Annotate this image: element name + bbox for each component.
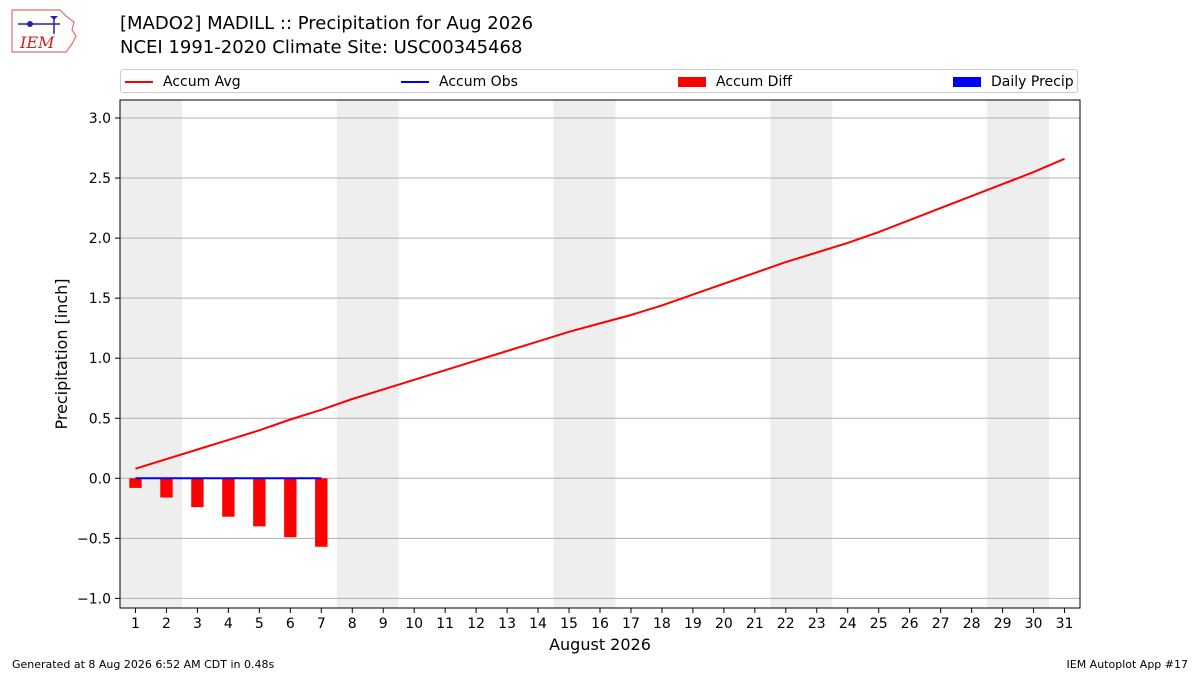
legend-swatch-accum-obs <box>401 81 429 83</box>
weekend-band-2 <box>553 100 616 608</box>
x-tick-label: 1 <box>131 616 140 632</box>
logo-text: IEM <box>19 33 55 52</box>
y-tick-label: 3.0 <box>89 111 111 127</box>
accum-diff-bar-6 <box>284 478 297 538</box>
x-tick-label: 6 <box>286 616 295 632</box>
y-gridlines <box>120 117 1080 599</box>
x-tick-label: 19 <box>684 616 702 632</box>
legend-swatch-daily-precip <box>953 77 981 87</box>
accum-diff-bar-2 <box>160 478 173 498</box>
x-tick-label: 28 <box>963 616 981 632</box>
legend-swatch-accum-avg <box>125 81 153 83</box>
x-tick-label: 2 <box>162 616 171 632</box>
x-tick-label: 9 <box>379 616 388 632</box>
x-tick-label: 10 <box>405 616 423 632</box>
y-tick-label: 0.0 <box>89 471 111 487</box>
x-tick-label: 18 <box>653 616 671 632</box>
x-tick-label: 16 <box>591 616 609 632</box>
legend-item-accum-diff: Accum Diff <box>678 73 792 91</box>
legend: Accum Avg Accum Obs Accum Diff Daily Pre… <box>120 69 1078 93</box>
iem-logo: IEM <box>11 9 77 53</box>
legend-label-accum-diff: Accum Diff <box>716 74 793 90</box>
accum-diff-bar-4 <box>222 478 235 517</box>
footer-generated: Generated at 8 Aug 2026 6:52 AM CDT in 0… <box>12 658 275 671</box>
x-tick-label: 7 <box>317 616 326 632</box>
legend-item-daily-precip: Daily Precip <box>953 73 1074 91</box>
weekend-band-4 <box>987 100 1050 608</box>
chart-title: [MADO2] MADILL :: Precipitation for Aug … <box>120 13 534 34</box>
x-tick-label: 24 <box>839 616 857 632</box>
legend-label-daily-precip: Daily Precip <box>991 74 1074 90</box>
legend-item-accum-obs: Accum Obs <box>401 73 518 91</box>
legend-swatch-accum-diff <box>678 77 706 87</box>
x-tick-label: 22 <box>777 616 795 632</box>
accum-diff-bar-1 <box>129 478 142 488</box>
x-axis-label: August 2026 <box>549 635 651 654</box>
y-tick-label: −0.5 <box>77 531 111 547</box>
x-tick-label: 25 <box>870 616 888 632</box>
y-tick-label: 2.0 <box>89 231 111 247</box>
x-tick-label: 8 <box>348 616 357 632</box>
x-tick-label: 12 <box>467 616 485 632</box>
chart-subtitle: NCEI 1991-2020 Climate Site: USC00345468 <box>120 37 523 58</box>
series-lines <box>135 157 1065 480</box>
x-tick-label: 30 <box>1025 616 1043 632</box>
x-tick-label: 29 <box>994 616 1012 632</box>
x-tick-label: 23 <box>808 616 826 632</box>
accum-diff-bar-5 <box>253 478 266 527</box>
legend-item-accum-avg: Accum Avg <box>125 73 241 91</box>
accum-diff-bars <box>129 478 328 547</box>
x-tick-label: 5 <box>255 616 264 632</box>
x-tick-label: 4 <box>224 616 233 632</box>
footer-app: IEM Autoplot App #17 <box>1066 658 1189 671</box>
y-tick-label: 1.5 <box>89 291 111 307</box>
x-tick-label: 20 <box>715 616 733 632</box>
y-axis-label: Precipitation [inch] <box>52 278 71 429</box>
accum-avg-line <box>135 157 1065 470</box>
accum-diff-bar-3 <box>191 478 204 508</box>
legend-label-accum-obs: Accum Obs <box>439 74 518 90</box>
plot-frame <box>119 99 1081 609</box>
x-tick-label: 3 <box>193 616 202 632</box>
accum-diff-bar-7 <box>315 478 328 547</box>
x-tick-label: 21 <box>746 616 764 632</box>
weekend-shading <box>120 100 1050 608</box>
legend-label-accum-avg: Accum Avg <box>163 74 241 90</box>
x-tick-label: 31 <box>1056 616 1074 632</box>
y-tick-label: −1.0 <box>77 591 111 607</box>
weekend-band-1 <box>336 100 399 608</box>
x-tick-label: 26 <box>901 616 919 632</box>
y-tick-label: 2.5 <box>89 171 111 187</box>
weekend-band-0 <box>120 100 182 608</box>
x-tick-label: 15 <box>560 616 578 632</box>
x-tick-label: 27 <box>932 616 950 632</box>
weekend-band-3 <box>770 100 833 608</box>
x-tick-label: 11 <box>436 616 454 632</box>
x-tick-label: 13 <box>498 616 516 632</box>
y-tick-label: 1.0 <box>89 351 111 367</box>
y-tick-label: 0.5 <box>89 411 111 427</box>
x-tick-label: 17 <box>622 616 640 632</box>
axes: −1.0−0.50.00.51.01.52.02.53.01 2 3 4 5 6 7 8 9 10… <box>77 99 1081 632</box>
x-tick-label: 14 <box>529 616 547 632</box>
